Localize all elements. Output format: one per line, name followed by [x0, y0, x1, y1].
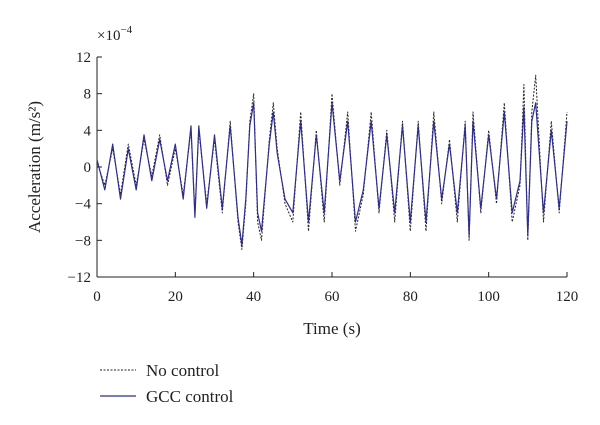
x-tick-label: 20 — [168, 289, 183, 305]
x-tick-label: 120 — [556, 289, 579, 305]
y-tick-label: 8 — [84, 87, 92, 103]
legend-label-gcc-control: GCC control — [146, 387, 234, 406]
x-tick-label: 100 — [477, 289, 500, 305]
legend-label-no-control: No control — [146, 361, 219, 380]
x-tick-label: 0 — [93, 289, 101, 305]
x-ticks: 0 20 40 60 80 100 120 — [93, 272, 578, 305]
legend: No control GCC control — [100, 361, 234, 406]
y-multiplier-label: ×10−4 — [97, 24, 133, 44]
series-line-gcc-control — [96, 102, 568, 246]
x-tick-label: 60 — [325, 289, 340, 305]
x-tick-label: 40 — [246, 289, 261, 305]
y-tick-label: 4 — [84, 123, 92, 139]
axes-frame — [96, 57, 567, 278]
y-tick-label: −12 — [68, 270, 91, 286]
y-tick-label: −8 — [75, 233, 91, 249]
y-tick-label: −4 — [75, 197, 91, 213]
y-ticks: −12 −8 −4 0 4 8 12 — [68, 50, 102, 286]
x-tick-label: 80 — [403, 289, 418, 305]
y-tick-label: 12 — [76, 50, 91, 66]
x-axis-label: Time (s) — [303, 319, 360, 338]
y-axis-label: Acceleration (m/s²) — [25, 101, 44, 233]
series-line-no-control — [96, 74, 568, 250]
series-layer — [96, 74, 568, 250]
y-tick-label: 0 — [84, 160, 92, 176]
y-multiplier-exponent: −4 — [120, 24, 132, 36]
